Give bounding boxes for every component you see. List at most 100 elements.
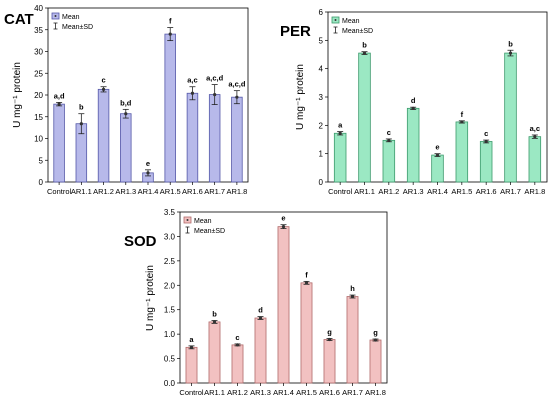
legend-point — [334, 19, 337, 21]
y-tick-label: 2.0 — [164, 281, 176, 290]
mean-point — [387, 138, 391, 142]
significance-label: a,d — [54, 91, 65, 100]
y-tick-label: 3.0 — [164, 232, 176, 241]
x-tick-label: AR1.5 — [160, 187, 181, 196]
y-tick-label: 5 — [319, 36, 324, 45]
significance-label: a,c — [530, 124, 540, 133]
x-tick-label: AR1.7 — [500, 187, 521, 196]
x-tick-label: AR1.2 — [227, 388, 248, 397]
significance-label: d — [411, 96, 416, 105]
chart-title: PER — [280, 23, 311, 40]
bar-control — [333, 132, 347, 183]
significance-label: a,c — [187, 76, 197, 85]
significance-label: f — [305, 270, 308, 279]
mean-point — [281, 225, 286, 229]
x-tick-label: AR1.5 — [296, 388, 317, 397]
y-tick-label: 40 — [34, 4, 43, 13]
significance-label: c — [235, 333, 239, 342]
y-tick-label: 2.5 — [164, 257, 176, 266]
x-tick-label: AR1.2 — [93, 187, 114, 196]
significance-label: e — [146, 159, 150, 168]
mean-point — [350, 294, 355, 299]
chart-per: PER U mg⁻¹ protein 0 1 2 3 4 5 6 a Control b AR1.1 c A… — [280, 8, 548, 196]
x-tick-label: Control — [179, 388, 204, 397]
bar-ar1-5 — [455, 121, 469, 183]
mean-point — [373, 338, 378, 342]
bar-ar1-7 — [346, 296, 359, 384]
bar-ar1-6 — [479, 141, 493, 183]
x-tick-label: AR1.3 — [115, 187, 136, 196]
y-tick-label: 25 — [34, 69, 43, 78]
bar-ar1-8 — [369, 339, 382, 384]
y-tick-label: 1.0 — [164, 330, 176, 339]
x-tick-label: AR1.4 — [427, 187, 448, 196]
mean-point — [508, 51, 513, 55]
significance-label: d — [258, 306, 263, 315]
mean-point — [327, 337, 332, 342]
bar-ar1-7 — [208, 94, 221, 183]
mean-point — [435, 153, 440, 157]
bar-ar1-2 — [382, 139, 396, 183]
significance-label: b — [212, 309, 217, 318]
significance-label: b — [79, 103, 84, 112]
significance-label: h — [350, 284, 355, 293]
y-tick-label: 3 — [319, 93, 324, 102]
significance-label: c — [387, 128, 391, 137]
bar-ar1-7 — [504, 52, 517, 183]
bar-ar1-3 — [406, 107, 420, 183]
x-tick-label: AR1.3 — [250, 388, 271, 397]
legend-label-mean: Mean — [342, 18, 360, 25]
mean-point — [460, 120, 464, 124]
x-tick-label: Control — [47, 187, 72, 196]
bar-ar1-1 — [358, 52, 371, 183]
significance-label: c — [101, 76, 105, 85]
mean-point — [57, 102, 61, 106]
bar-ar1-5 — [300, 282, 313, 384]
mean-point — [189, 345, 194, 349]
significance-label: c — [484, 129, 488, 138]
mean-point — [190, 91, 195, 95]
mean-point — [168, 32, 172, 36]
bar-ar1-2 — [97, 88, 110, 183]
significance-label: g — [327, 328, 332, 337]
bar-ar1-4 — [431, 154, 444, 183]
bar-ar1-2 — [231, 344, 244, 384]
mean-point — [362, 51, 367, 55]
mean-point — [101, 87, 106, 91]
mean-point — [338, 131, 342, 135]
y-tick-label: 2 — [319, 121, 324, 130]
significance-label: g — [373, 328, 378, 337]
bar-ar1-6 — [323, 339, 336, 384]
legend-label-mean: Mean — [62, 14, 80, 21]
significance-label: b,d — [120, 98, 132, 107]
significance-label: f — [169, 17, 172, 26]
chart-cat: CAT U mg⁻¹ protein 0 5 10 15 20 25 30 35 40 a,d Cont… — [4, 4, 249, 196]
bar-ar1-1 — [208, 321, 221, 384]
y-tick-label: 0.0 — [164, 379, 176, 388]
bar-ar1-8 — [528, 136, 542, 183]
mean-point — [124, 112, 128, 116]
y-axis-label: U mg⁻¹ protein — [145, 265, 156, 331]
mean-point — [304, 281, 309, 285]
y-tick-label: 1 — [319, 150, 324, 159]
mean-point — [411, 106, 415, 110]
bar-ar1-5 — [164, 33, 176, 183]
significance-label: a,c,d — [206, 74, 224, 83]
mean-point — [213, 92, 217, 97]
bar-ar1-3 — [120, 113, 132, 183]
y-tick-label: 30 — [34, 48, 43, 57]
mean-point — [533, 135, 537, 139]
y-tick-label: 20 — [34, 91, 43, 100]
x-tick-label: AR1.4 — [273, 388, 294, 397]
mean-point — [484, 139, 488, 144]
legend-label-sd: Mean±SD — [62, 24, 93, 31]
x-tick-label: AR1.1 — [204, 388, 225, 397]
bar-ar1-3 — [254, 317, 267, 384]
mean-point — [258, 316, 263, 320]
y-tick-label: 0 — [319, 178, 324, 187]
chart-title: CAT — [4, 11, 34, 28]
x-tick-label: AR1.3 — [403, 187, 424, 196]
mean-point — [146, 171, 150, 175]
x-tick-label: Control — [328, 187, 353, 196]
bar-control — [53, 103, 65, 183]
